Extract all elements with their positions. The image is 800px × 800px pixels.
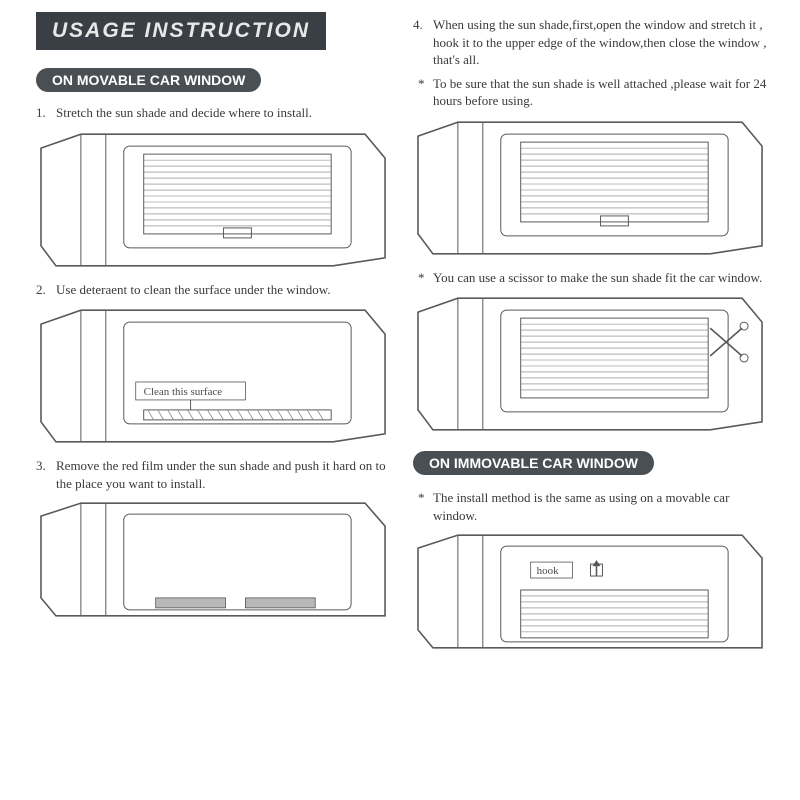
figure-immovable: hook [413, 530, 772, 650]
label-hook: hook [537, 565, 559, 577]
note-scissor: *You can use a scissor to make the sun s… [413, 269, 772, 287]
scissor-icon [710, 322, 748, 362]
instruction-page: USAGE INSTRUCTION ON MOVABLE CAR WINDOW … [0, 0, 800, 670]
figure-scissor [413, 292, 772, 437]
note-scissor-body: You can use a scissor to make the sun sh… [433, 270, 762, 285]
step-4-body: When using the sun shade,first,open the … [433, 17, 766, 67]
step-2-num: 2. [36, 281, 56, 299]
step-2-text: 2.Use deteraent to clean the surface und… [36, 281, 395, 299]
step-2-body: Use deteraent to clean the surface under… [56, 282, 331, 297]
note-wait-24h: *To be sure that the sun shade is well a… [413, 75, 772, 110]
step-3-text: 3.Remove the red film under the sun shad… [36, 457, 395, 492]
section-heading-immovable: ON IMMOVABLE CAR WINDOW [413, 451, 654, 475]
figure-step-3 [36, 498, 395, 618]
note-immovable-body: The install method is the same as using … [433, 490, 729, 523]
step-3-body: Remove the red film under the sun shade … [56, 458, 386, 491]
figure-step-4 [413, 116, 772, 261]
right-column: 4.When using the sun shade,first,open th… [413, 12, 772, 658]
note-immovable: *The install method is the same as using… [413, 489, 772, 524]
step-4-num: 4. [413, 16, 433, 34]
section-heading-movable: ON MOVABLE CAR WINDOW [36, 68, 261, 92]
label-clean-surface: Clean this surface [144, 386, 223, 398]
left-column: USAGE INSTRUCTION ON MOVABLE CAR WINDOW … [36, 12, 395, 658]
arrow-up-icon [591, 560, 603, 576]
step-3-num: 3. [36, 457, 56, 475]
step-1-num: 1. [36, 104, 56, 122]
note-wait-24h-body: To be sure that the sun shade is well at… [433, 76, 766, 109]
figure-step-1 [36, 128, 395, 273]
step-1-body: Stretch the sun shade and decide where t… [56, 105, 312, 120]
figure-step-2: Clean this surface [36, 304, 395, 449]
step-4-text: 4.When using the sun shade,first,open th… [413, 16, 772, 69]
page-title: USAGE INSTRUCTION [36, 12, 326, 50]
step-1-text: 1.Stretch the sun shade and decide where… [36, 104, 395, 122]
